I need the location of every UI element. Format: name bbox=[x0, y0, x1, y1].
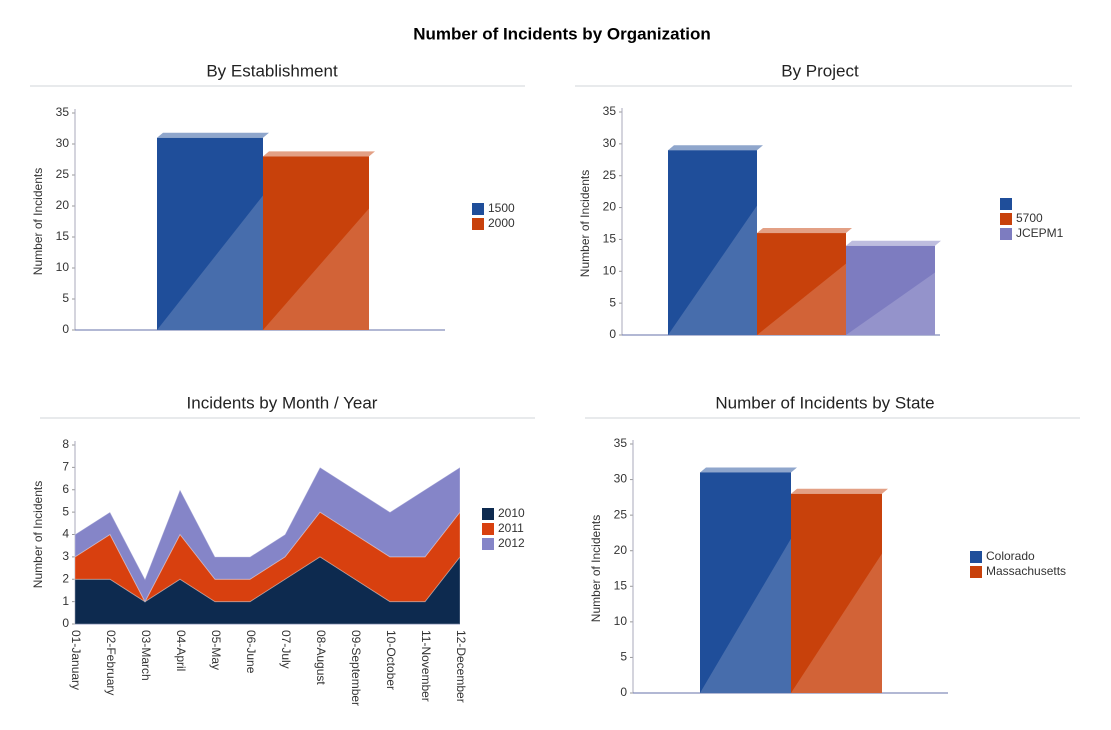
y-tick-label: 30 bbox=[614, 472, 628, 486]
bar bbox=[700, 472, 791, 693]
legend-swatch bbox=[970, 551, 982, 563]
legend-label: 2012 bbox=[498, 536, 525, 550]
y-tick-label: 30 bbox=[603, 136, 617, 150]
y-tick-label: 35 bbox=[614, 436, 628, 450]
y-tick-label: 0 bbox=[609, 327, 616, 341]
y-axis-label: Number of Incidents bbox=[31, 481, 45, 588]
bar-shade bbox=[668, 205, 757, 335]
bar-top bbox=[668, 145, 763, 151]
bar-shade bbox=[700, 538, 791, 693]
bar bbox=[157, 137, 263, 330]
y-tick-label: 2 bbox=[62, 571, 69, 585]
legend-swatch bbox=[970, 566, 982, 578]
y-tick-label: 15 bbox=[614, 578, 628, 592]
legend-swatch bbox=[1000, 213, 1012, 225]
legend-label: JCEPM1 bbox=[1016, 226, 1064, 240]
y-tick-label: 0 bbox=[620, 685, 627, 699]
y-tick-label: 15 bbox=[603, 232, 617, 246]
bar bbox=[846, 245, 935, 335]
y-tick-label: 0 bbox=[62, 322, 69, 336]
legend-swatch bbox=[482, 538, 494, 550]
bar-shade bbox=[846, 272, 935, 335]
y-axis-label: Number of Incidents bbox=[578, 170, 592, 277]
legend-label: Massachusetts bbox=[986, 564, 1066, 578]
y-tick-label: 20 bbox=[614, 543, 628, 557]
x-tick-label: 11-November bbox=[419, 630, 433, 702]
y-tick-label: 5 bbox=[620, 650, 627, 664]
x-tick-label: 09-September bbox=[349, 630, 363, 706]
bar-shade bbox=[157, 195, 263, 330]
y-tick-label: 5 bbox=[62, 291, 69, 305]
bar bbox=[757, 233, 846, 335]
x-tick-label: 03-March bbox=[139, 630, 153, 681]
legend-label: 2011 bbox=[498, 521, 524, 535]
chart-title: By Establishment bbox=[206, 61, 338, 80]
x-tick-label: 05-May bbox=[209, 630, 223, 670]
legend-label: 2000 bbox=[488, 216, 515, 230]
bar-shade bbox=[757, 263, 846, 335]
legend-swatch bbox=[472, 203, 484, 215]
legend-label: 5700 bbox=[1016, 211, 1043, 225]
legend-swatch bbox=[1000, 228, 1012, 240]
chart-title: Incidents by Month / Year bbox=[187, 393, 378, 412]
bar-top bbox=[846, 240, 941, 246]
bar-shade bbox=[263, 208, 369, 330]
legend-label: 1500 bbox=[488, 201, 515, 215]
x-tick-label: 01-January bbox=[69, 630, 83, 690]
y-tick-label: 7 bbox=[62, 460, 69, 474]
area bbox=[74, 466, 461, 603]
bar-top bbox=[157, 132, 269, 138]
x-tick-label: 02-February bbox=[104, 630, 118, 695]
bar-top bbox=[263, 151, 375, 157]
bar-top bbox=[757, 228, 852, 234]
x-tick-label: 12-December bbox=[454, 630, 468, 703]
y-tick-label: 6 bbox=[62, 482, 69, 496]
y-tick-label: 35 bbox=[56, 105, 70, 119]
y-tick-label: 25 bbox=[603, 168, 617, 182]
legend-label: Colorado bbox=[986, 549, 1035, 563]
y-axis-label: Number of Incidents bbox=[589, 515, 603, 622]
chart-title: Number of Incidents by State bbox=[715, 393, 934, 412]
y-tick-label: 1 bbox=[62, 594, 69, 608]
y-tick-label: 4 bbox=[62, 527, 69, 541]
y-axis-label: Number of Incidents bbox=[31, 168, 45, 275]
chart-title: By Project bbox=[781, 61, 859, 80]
bar bbox=[791, 493, 882, 693]
legend-swatch bbox=[482, 508, 494, 520]
y-tick-label: 35 bbox=[603, 104, 617, 118]
legend-swatch bbox=[1000, 198, 1012, 210]
y-tick-label: 5 bbox=[62, 504, 69, 518]
y-tick-label: 20 bbox=[603, 200, 617, 214]
y-tick-label: 10 bbox=[56, 260, 70, 274]
legend-swatch bbox=[482, 523, 494, 535]
y-tick-label: 15 bbox=[56, 229, 70, 243]
bar bbox=[263, 156, 369, 330]
y-tick-label: 25 bbox=[614, 507, 628, 521]
y-tick-label: 25 bbox=[56, 167, 70, 181]
x-tick-label: 06-June bbox=[244, 630, 258, 674]
y-tick-label: 20 bbox=[56, 198, 70, 212]
y-tick-label: 0 bbox=[62, 616, 69, 630]
page-title: Number of Incidents by Organization bbox=[413, 24, 711, 43]
y-tick-label: 3 bbox=[62, 549, 69, 563]
legend-label: 2010 bbox=[498, 506, 525, 520]
bar-shade bbox=[791, 553, 882, 693]
y-tick-label: 30 bbox=[56, 136, 70, 150]
bar-top bbox=[791, 488, 888, 494]
legend-swatch bbox=[472, 218, 484, 230]
x-tick-label: 04-April bbox=[174, 630, 188, 671]
y-tick-label: 10 bbox=[614, 614, 628, 628]
x-tick-label: 07-July bbox=[279, 630, 293, 669]
y-tick-label: 5 bbox=[609, 295, 616, 309]
y-tick-label: 8 bbox=[62, 437, 69, 451]
x-tick-label: 08-August bbox=[314, 630, 328, 685]
x-tick-label: 10-October bbox=[384, 630, 398, 690]
bar bbox=[668, 150, 757, 335]
y-tick-label: 10 bbox=[603, 263, 617, 277]
bar-top bbox=[700, 467, 797, 473]
